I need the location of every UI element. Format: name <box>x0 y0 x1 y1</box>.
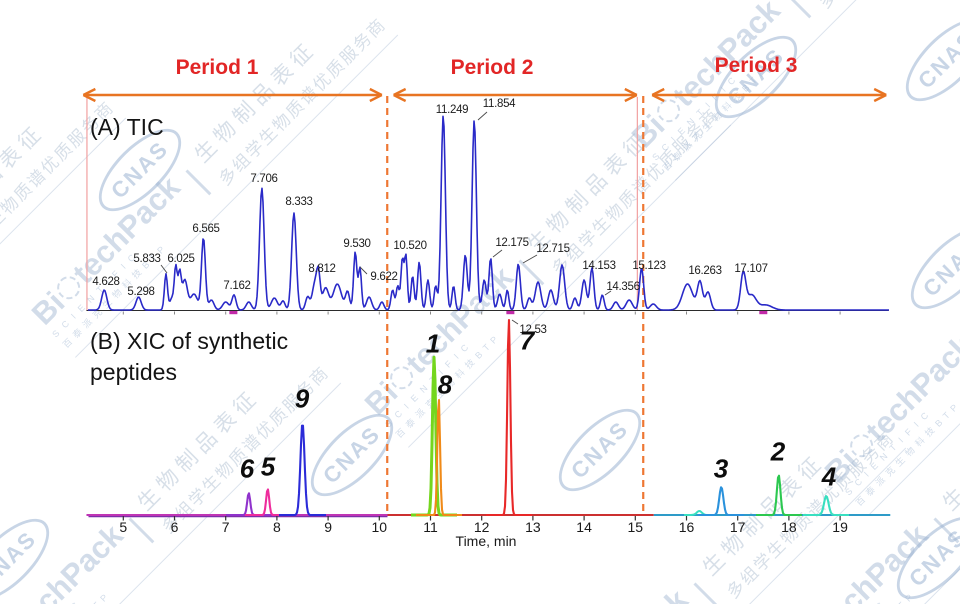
tic-peak-leader <box>492 249 503 258</box>
tic-axis-marker <box>759 311 768 315</box>
period-arrow-1-head <box>82 93 96 103</box>
tic-peak-leader <box>477 111 488 121</box>
period-arrow-2-head <box>624 93 638 103</box>
period-arrow-3-head <box>651 93 665 103</box>
tic-trace <box>88 115 889 311</box>
period-arrow-2-head <box>624 87 638 97</box>
xic-peak-trace-3 <box>697 486 745 517</box>
tic-peak-leader <box>160 264 168 274</box>
xic-peak-trace-6 <box>225 492 273 517</box>
tic-peak-leader <box>359 266 368 275</box>
period-arrow-1-head <box>82 87 96 97</box>
xic-peak-trace-9 <box>278 424 327 517</box>
xic-rt-leader <box>511 319 519 325</box>
tic-peak-leader <box>522 254 538 264</box>
tic-axis-marker <box>229 311 238 315</box>
period-arrow-1-head <box>369 93 383 103</box>
xic-peak-trace-4 <box>802 495 850 517</box>
xic-peak-trace-1 <box>410 355 458 517</box>
tic-axis-marker <box>506 311 515 315</box>
xic-peak-trace-8 <box>415 399 463 517</box>
period-arrow-2-head <box>393 87 407 97</box>
xic-peak-trace-2 <box>755 474 803 517</box>
period-arrow-3-head <box>651 87 665 97</box>
xic-peak-trace-7 <box>485 319 533 517</box>
period-arrow-2-head <box>393 93 407 103</box>
period-arrow-3-head <box>873 93 887 103</box>
period-arrow-1-head <box>369 87 383 97</box>
period-arrow-3-head <box>873 87 887 97</box>
tic-peak-leader <box>604 290 612 296</box>
